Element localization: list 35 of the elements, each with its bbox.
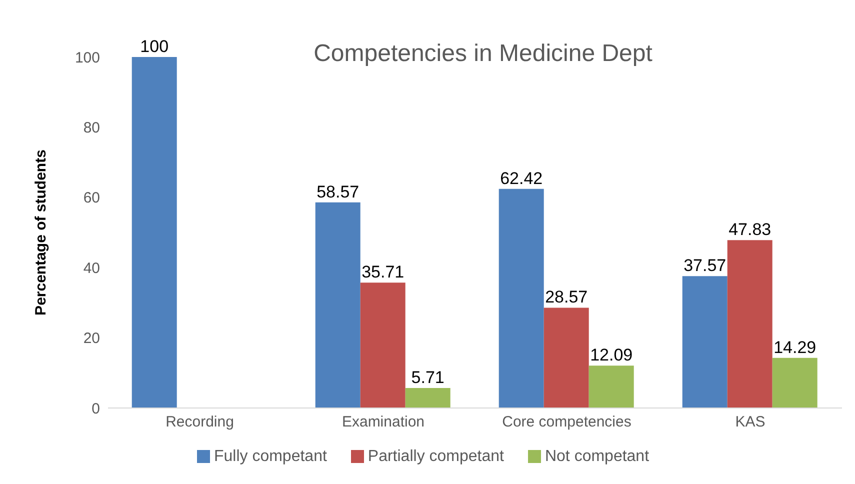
y-tick-label: 60	[83, 190, 100, 207]
data-label: 35.71	[362, 262, 404, 282]
chart-title: Competencies in Medicine Dept	[314, 40, 652, 67]
data-label: 62.42	[500, 168, 543, 188]
data-label: 28.57	[545, 288, 588, 307]
x-tick-label: Core competencies	[502, 414, 632, 431]
legend-label: Fully competant	[214, 448, 327, 465]
y-tick-label: 80	[83, 120, 100, 137]
x-tick-label: KAS	[735, 414, 766, 431]
data-label: 100	[140, 37, 169, 56]
y-tick-label: 40	[83, 260, 100, 277]
y-axis-title: Percentage of students	[32, 150, 50, 316]
bar	[544, 308, 589, 408]
data-label: 58.57	[316, 182, 360, 202]
data-label: 5.71	[411, 368, 444, 387]
data-label: 12.09	[590, 346, 633, 365]
data-label: 47.83	[728, 220, 772, 240]
bar	[772, 358, 818, 408]
bar	[405, 388, 450, 408]
bar	[727, 240, 772, 408]
legend-label: Not competant	[544, 448, 650, 465]
data-label: 37.57	[684, 256, 726, 276]
x-tick-label: Examination	[342, 414, 425, 431]
bar	[498, 188, 544, 408]
y-tick-label: 20	[83, 330, 100, 348]
x-tick-label: Recording	[166, 414, 234, 431]
bar	[682, 276, 728, 408]
data-label: 14.29	[774, 338, 816, 357]
bar	[132, 57, 177, 408]
bar	[360, 282, 406, 408]
y-tick-label: 0	[92, 400, 100, 418]
legend-label: Partially competant	[368, 448, 504, 465]
y-tick-label: 100	[74, 49, 100, 66]
bar	[588, 366, 634, 408]
bar	[315, 202, 360, 408]
